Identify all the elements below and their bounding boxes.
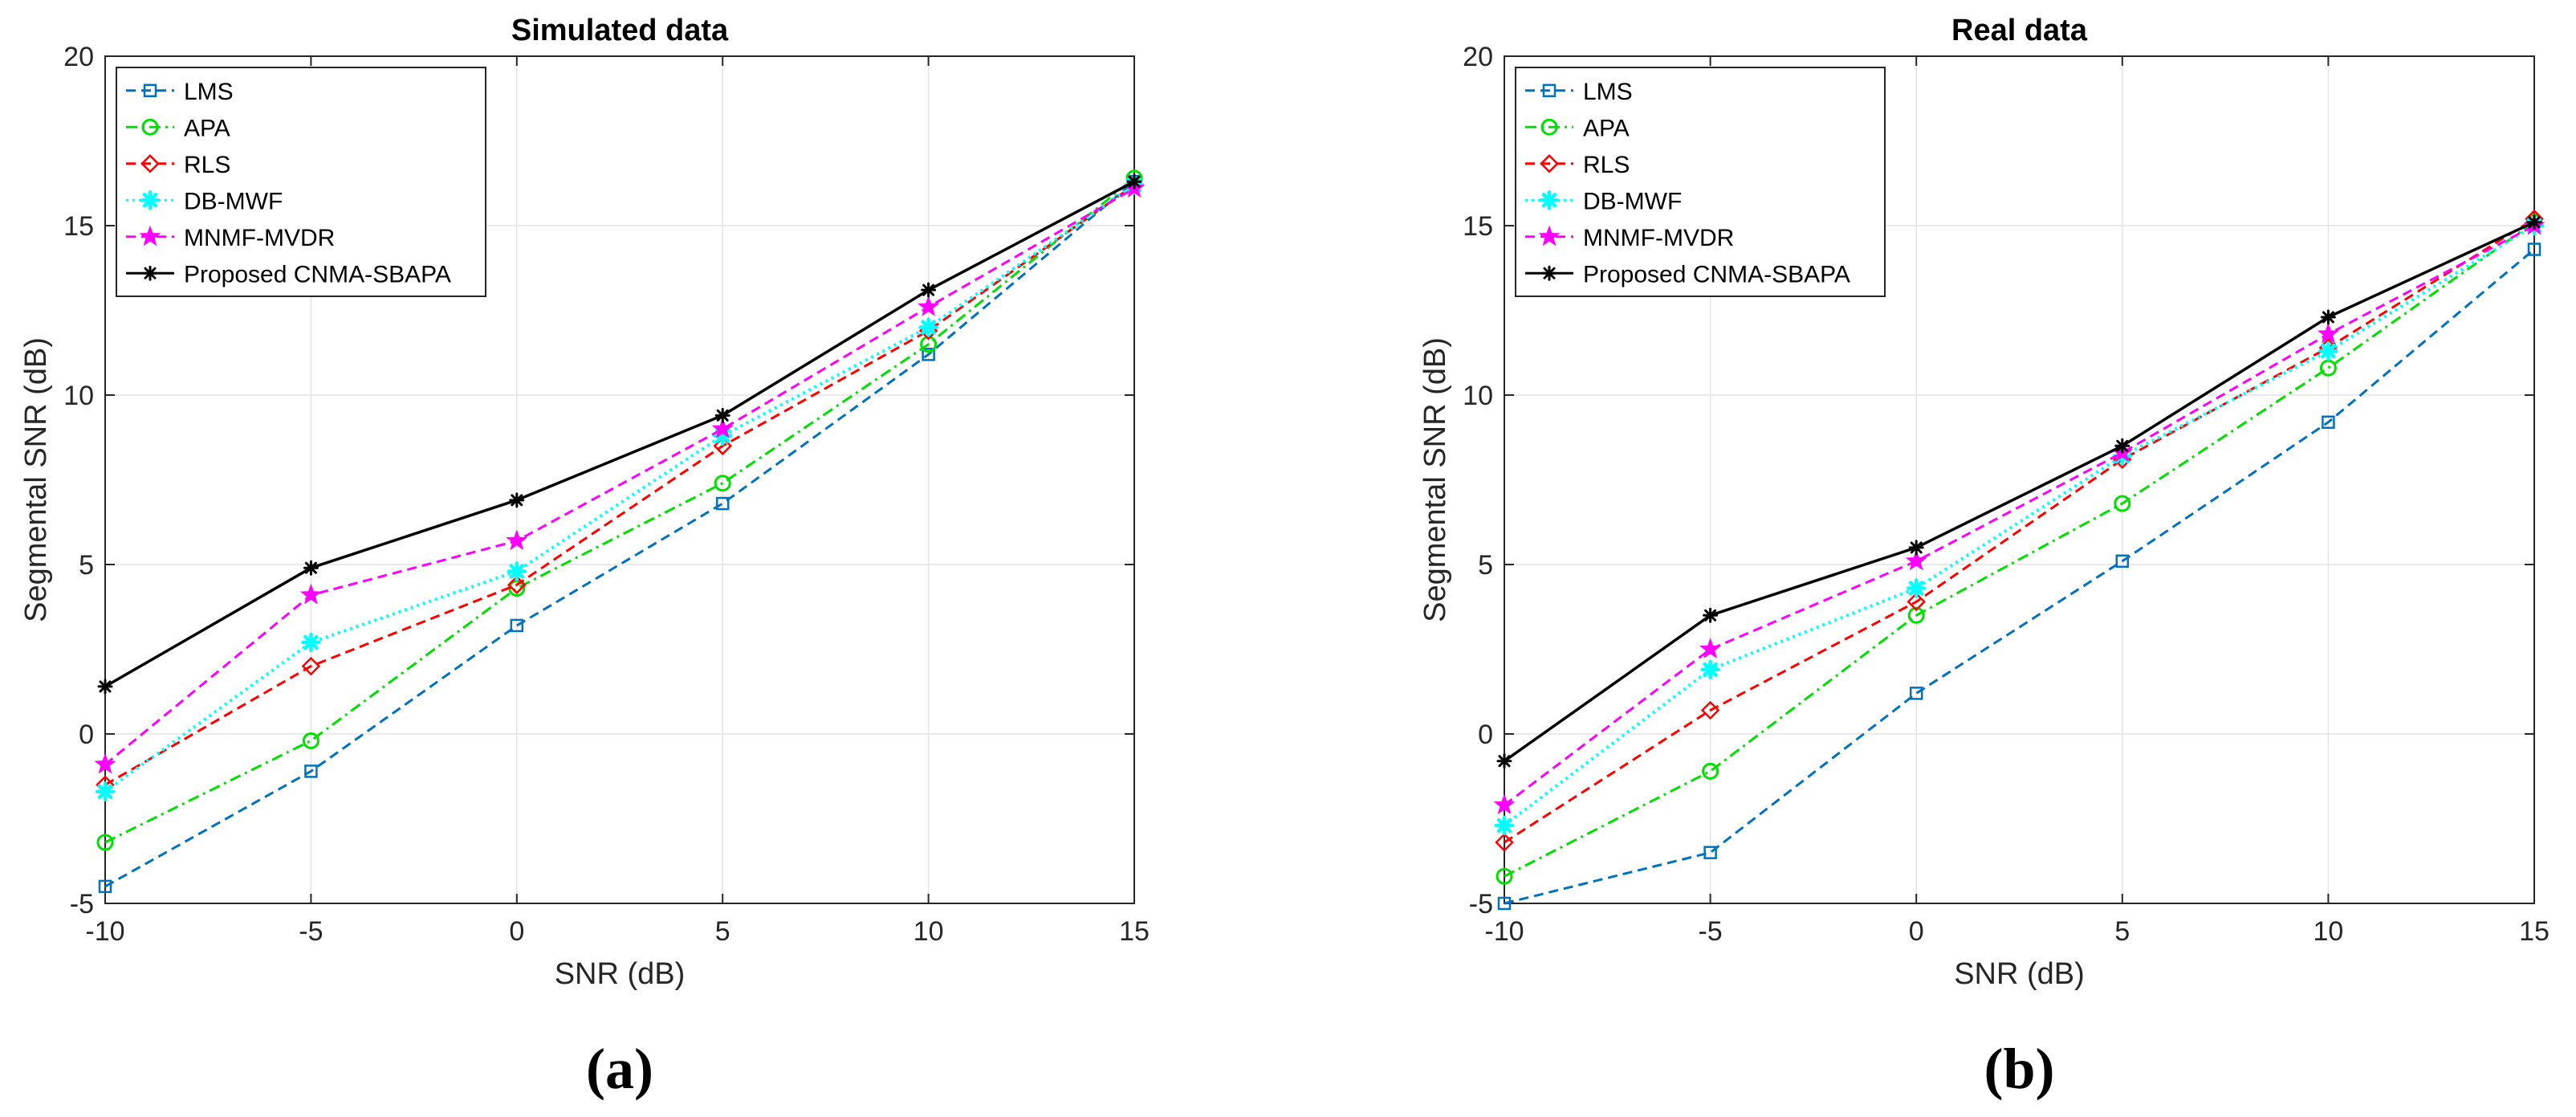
data-point	[1128, 175, 1141, 188]
x-tick-label: 15	[2519, 916, 2550, 947]
x-tick-label: 10	[2313, 916, 2343, 947]
chart-panel-a: -10 -5 0 5 10 15-505101520Simulated dataSNR (…	[19, 14, 1150, 1101]
legend-label: MNMF-MVDR	[1583, 225, 1734, 251]
legend-label: APA	[1583, 115, 1630, 141]
panel-label: (b)	[1984, 1037, 2055, 1101]
legend-marker	[142, 192, 158, 208]
legend-label: RLS	[184, 152, 230, 178]
legend: LMS APA RLS DB-MWF MNMF-MVDR Proposed CNMA-SB…	[116, 67, 486, 296]
data-point	[1910, 541, 1923, 554]
legend: LMS APA RLS DB-MWF MNMF-MVDR Proposed CNMA-SB…	[1516, 67, 1885, 296]
y-tick-label: 20	[63, 42, 94, 72]
y-tick-label: 10	[1463, 381, 1493, 411]
panel-label: (a)	[586, 1037, 653, 1101]
y-tick-label: 15	[1463, 211, 1493, 242]
data-point	[304, 561, 317, 574]
x-tick-label: -10	[1484, 916, 1524, 947]
data-point	[921, 320, 937, 336]
data-point	[97, 784, 113, 800]
x-axis-label: SNR (dB)	[555, 957, 686, 991]
x-tick-label: 0	[509, 916, 524, 947]
y-tick-label: 5	[79, 550, 94, 581]
legend-marker	[144, 267, 157, 279]
x-tick-label: 10	[914, 916, 944, 947]
legend-marker	[1541, 192, 1557, 208]
x-tick-label: -5	[299, 916, 323, 947]
data-point	[303, 634, 319, 650]
data-point	[2322, 311, 2334, 324]
x-tick-label: 15	[1119, 916, 1150, 947]
data-point	[99, 680, 112, 693]
legend-label: MNMF-MVDR	[184, 225, 335, 251]
legend-label: RLS	[1583, 152, 1630, 178]
legend-marker	[1543, 267, 1556, 279]
y-axis-label: Segmental SNR (dB)	[1418, 337, 1452, 622]
y-axis-label: Segmental SNR (dB)	[19, 337, 53, 622]
data-point	[1704, 609, 1717, 622]
data-point	[1703, 662, 1719, 678]
y-tick-label: -5	[70, 889, 94, 919]
data-point	[509, 563, 525, 579]
x-tick-label: -10	[85, 916, 124, 947]
data-point	[716, 409, 729, 422]
figure: -10 -5 0 5 10 15-505101520Simulated dataSNR (…	[0, 0, 2576, 1117]
chart-title: Simulated data	[511, 14, 729, 47]
y-tick-label: 0	[79, 720, 94, 750]
x-axis-label: SNR (dB)	[1954, 957, 2085, 991]
y-tick-label: 0	[1478, 720, 1493, 750]
data-point	[1498, 755, 1511, 768]
chart-title: Real data	[1951, 14, 2088, 47]
legend-label: LMS	[1583, 79, 1633, 105]
x-tick-label: -5	[1698, 916, 1722, 947]
x-tick-label: 0	[1909, 916, 1924, 947]
data-point	[2116, 439, 2129, 452]
data-point	[2320, 343, 2336, 359]
legend-label: Proposed CNMA-SBAPA	[1583, 261, 1850, 287]
data-point	[1496, 817, 1512, 834]
x-tick-label: 5	[2114, 916, 2130, 947]
data-point	[1908, 581, 1924, 597]
x-tick-label: 5	[715, 916, 730, 947]
legend-label: DB-MWF	[184, 188, 283, 214]
legend-label: LMS	[184, 79, 234, 105]
y-tick-label: -5	[1469, 889, 1493, 919]
y-tick-label: 20	[1463, 42, 1493, 72]
y-tick-label: 5	[1478, 550, 1493, 581]
legend-label: APA	[184, 115, 230, 141]
y-tick-label: 10	[63, 381, 94, 411]
data-point	[922, 283, 935, 296]
data-point	[2528, 216, 2541, 229]
legend-label: DB-MWF	[1583, 188, 1682, 214]
legend-label: Proposed CNMA-SBAPA	[184, 261, 451, 287]
data-point	[511, 494, 523, 507]
y-tick-label: 15	[63, 211, 94, 242]
